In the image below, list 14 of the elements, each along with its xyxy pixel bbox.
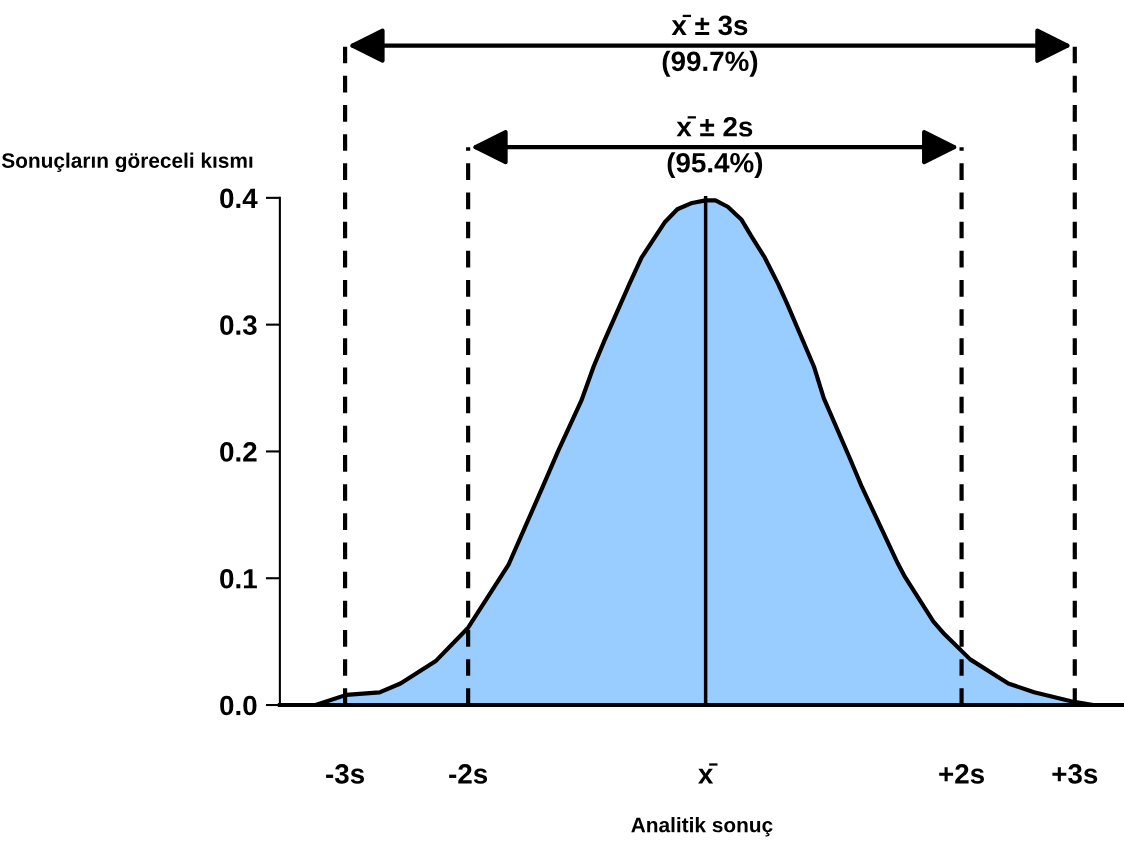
x-axis-title: Analitik sonuç bbox=[631, 817, 773, 837]
x-tick-label: +3s bbox=[1052, 764, 1098, 784]
y-tick-label: 0.1 bbox=[220, 568, 257, 589]
y-tick-label: 0.0 bbox=[220, 695, 257, 716]
y-tick-label: 0.3 bbox=[220, 315, 257, 336]
x-tick-label: x̄ bbox=[698, 763, 718, 784]
text: x̄ ± 2s (95.4%) bbox=[667, 116, 763, 179]
x-tick-label: +2s bbox=[939, 764, 984, 784]
text: x̄ ± 3s (99.7%) bbox=[662, 14, 758, 77]
y-axis-title: Sonuçların göreceli kısmı bbox=[1, 152, 253, 173]
x-tick-label: -3s bbox=[326, 764, 365, 784]
y-tick-label: 0.4 bbox=[220, 188, 258, 209]
y-tick-label: 0.2 bbox=[220, 442, 257, 462]
x-tick-label: -2s bbox=[449, 764, 488, 784]
